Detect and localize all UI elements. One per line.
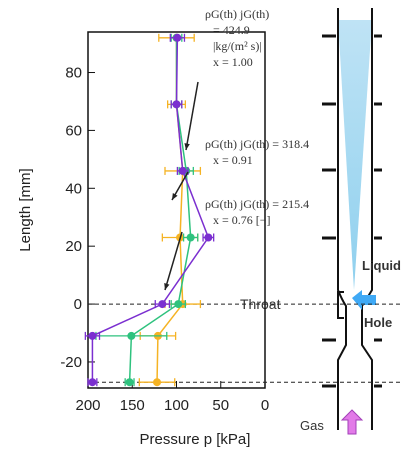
- data-point: [186, 233, 195, 242]
- nozzle-wall-left: [337, 8, 347, 430]
- series: [84, 33, 215, 387]
- liquid-arrow: [352, 290, 376, 310]
- series-line: [156, 37, 184, 383]
- arrow-head: [184, 143, 190, 150]
- annotation: = 424.9: [213, 23, 250, 37]
- x-tick-label: 200: [75, 397, 100, 414]
- series-line: [91, 37, 210, 383]
- data-point: [127, 331, 136, 340]
- x-tick-label: 0: [261, 397, 269, 414]
- nozzle-diagram: Liquid Throat Hole Gas: [240, 8, 401, 435]
- annotation: x = 0.91: [213, 153, 253, 167]
- annotation: x = 0.76 [−]: [213, 213, 271, 227]
- x-tick-label: 50: [212, 397, 229, 414]
- data-point: [172, 100, 181, 109]
- data-point: [125, 378, 134, 387]
- data-point: [173, 33, 182, 42]
- hole-label: Hole: [364, 315, 392, 330]
- data-point: [153, 378, 162, 387]
- gas-arrow: [340, 409, 364, 435]
- data-point: [158, 300, 167, 309]
- liquid-region: [338, 20, 372, 290]
- y-tick-label: 0: [74, 296, 82, 313]
- throat-label: Throat: [240, 296, 281, 312]
- annotation-arrow: [185, 81, 199, 151]
- annotation: x = 1.00: [213, 55, 253, 69]
- y-tick-label: 40: [65, 180, 82, 197]
- y-tick-label: 20: [65, 238, 82, 255]
- data-point: [174, 300, 183, 309]
- annotation: ρG(th) jG(th): [205, 7, 269, 21]
- hole-bracket: [337, 291, 344, 319]
- series: [138, 33, 202, 387]
- pressure-taps: [322, 34, 382, 388]
- y-axis-label: Length [mm]: [17, 168, 34, 251]
- series: [95, 33, 199, 387]
- x-axis-label: Pressure p [kPa]: [140, 431, 251, 448]
- data-point: [88, 378, 97, 387]
- liquid-label: Liquid: [362, 258, 401, 273]
- annotation: ρG(th) jG(th) = 215.4: [205, 197, 309, 211]
- arrow-head: [172, 193, 178, 200]
- gas-label: Gas: [300, 418, 324, 433]
- x-tick-label: 150: [120, 397, 145, 414]
- y-tick-label: -20: [60, 354, 82, 371]
- arrow-head: [164, 283, 170, 290]
- y-tick-label: 80: [65, 65, 82, 82]
- annotation-arrow: [164, 231, 183, 291]
- y-tick-label: 60: [65, 122, 82, 139]
- data-point: [204, 233, 213, 242]
- data-point: [178, 166, 187, 175]
- data-point: [88, 331, 97, 340]
- x-tick-label: 100: [164, 397, 189, 414]
- annotation: |kg/(m² s)|: [213, 39, 262, 53]
- annotation: ρG(th) jG(th) = 318.4: [205, 137, 309, 151]
